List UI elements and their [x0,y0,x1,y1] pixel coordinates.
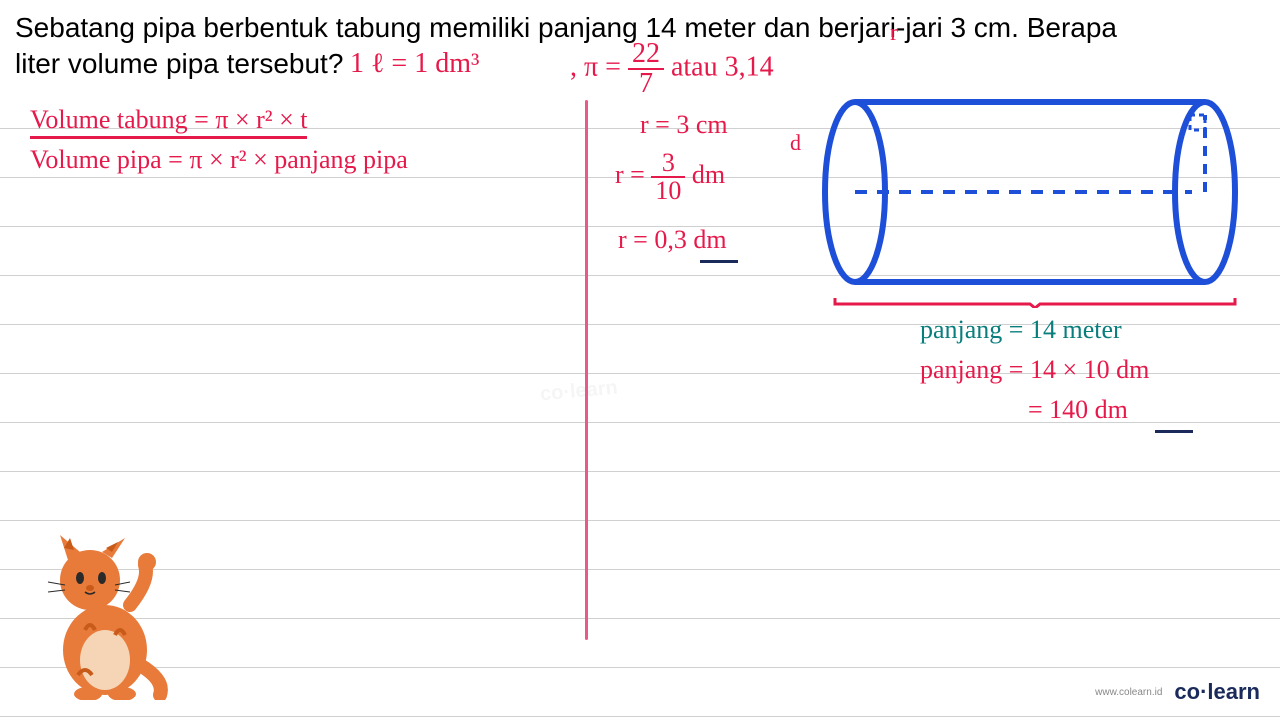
panjang-3: = 140 dm [1028,395,1128,425]
cat-eye-r [98,572,106,584]
formula-volume-pipa: Volume pipa = π × r² × panjang pipa [30,145,408,175]
r2-suffix: dm [692,160,725,189]
note-liter-dm3: 1 ℓ = 1 dm³ [350,48,479,80]
pi-prefix: , π = [570,51,628,82]
underline-140 [1155,430,1193,433]
logo-learn: learn [1207,679,1260,704]
r-calc-3: r = 0,3 dm [618,225,727,255]
logo-co: co [1174,679,1200,704]
r2-fraction: 3 10 [651,150,685,204]
r-calc-2: r = 3 10 dm [615,150,725,204]
cylinder-right-front [1205,102,1235,282]
vol-tabung-text: Volume tabung = π × r² × t [30,105,307,139]
underline-r3 [700,260,738,263]
right-angle-marker [1190,115,1205,130]
r2-prefix: r = [615,160,651,189]
cat-nose [86,585,94,591]
footer-logo: co·learn [1174,679,1260,705]
cat-tail [140,665,161,695]
pi-den: 7 [628,70,664,98]
r-calc-1: r = 3 cm [640,110,728,140]
pi-num: 22 [628,40,664,70]
footer-url: www.colearn.id [1095,687,1162,698]
cat-mascot [30,510,180,700]
panjang-2: panjang = 14 × 10 dm [920,355,1149,385]
vertical-divider [585,100,588,640]
panjang-1: panjang = 14 meter [920,315,1122,345]
note-pi: , π = 22 7 atau 3,14 [570,40,774,98]
r2-den: 10 [651,178,685,204]
question-line2: liter volume pipa tersebut? [15,48,343,79]
r-corner-marker: r [890,20,898,47]
cat-arm [130,565,146,605]
length-bracket [830,296,1240,308]
cat-eye-l [76,572,84,584]
question-line1: Sebatang pipa berbentuk tabung memiliki … [15,12,1117,43]
r2-num: 3 [651,150,685,178]
footer: www.colearn.id co·learn [1095,679,1260,705]
pi-fraction: 22 7 [628,40,664,98]
pi-suffix: atau 3,14 [671,51,774,82]
cylinder-diagram [820,95,1240,290]
cat-belly [80,630,130,690]
question-text: Sebatang pipa berbentuk tabung memiliki … [15,10,1117,83]
d-label: d [790,130,801,156]
formula-volume-tabung: Volume tabung = π × r² × t [30,105,307,139]
cat-paw [138,553,156,571]
